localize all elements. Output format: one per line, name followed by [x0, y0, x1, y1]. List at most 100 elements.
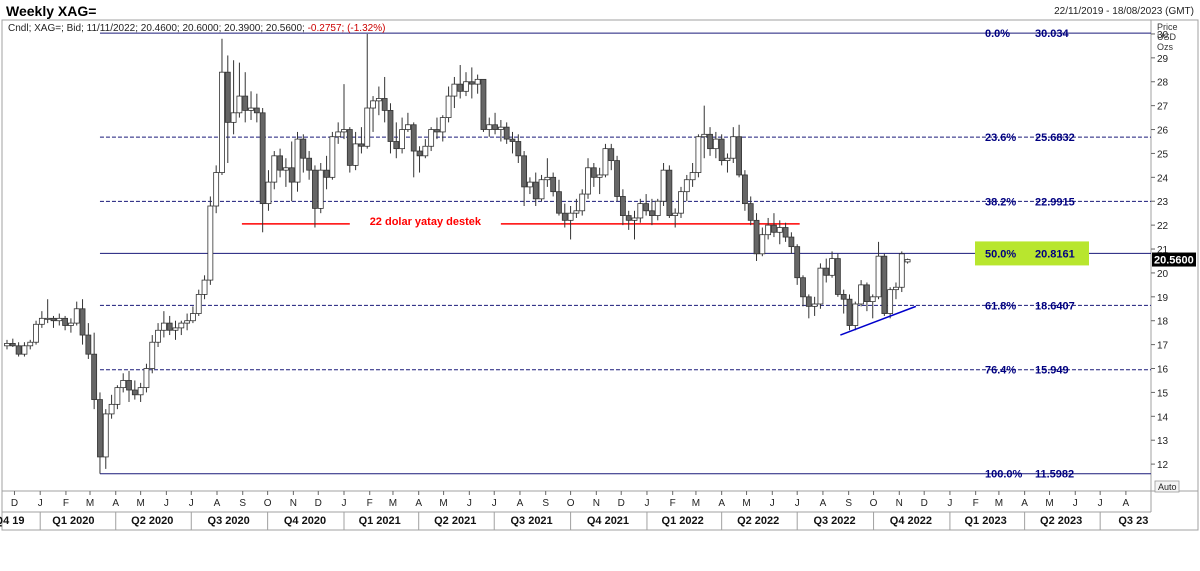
candle-21 [126, 370, 132, 402]
auto-scale-box[interactable] [1154, 480, 1180, 493]
candle-80 [468, 67, 475, 99]
candle-body [590, 167, 597, 178]
auto-scale-label: Auto [1158, 482, 1177, 492]
month-tick-41: M [1045, 498, 1053, 509]
candle-body [817, 267, 824, 305]
candle-body [683, 179, 690, 193]
candle-141 [823, 258, 830, 283]
candle-body [294, 138, 301, 183]
candle-49 [288, 141, 295, 202]
month-tick-18: J [467, 498, 472, 509]
month-tick-16: A [415, 498, 422, 509]
candle-134 [782, 222, 789, 242]
candle-71 [416, 146, 423, 173]
month-tick-21: S [542, 498, 549, 509]
candle-116 [678, 186, 684, 218]
candle-body [160, 322, 167, 331]
candle-body [637, 203, 644, 219]
candle-15 [91, 332, 98, 410]
candle-36 [213, 165, 220, 214]
candle-92 [538, 174, 545, 202]
price-tick-16: 16 [1157, 365, 1169, 376]
fibonacci-levels: 0.0% 30.034 23.6% 25.6832 38.2% 22.9915 50.0% 2… [99, 28, 1151, 481]
axis-unit-currency: USD [1157, 32, 1177, 42]
price-tick-19: 19 [1157, 293, 1169, 304]
candle-110 [643, 194, 650, 216]
candle-body [73, 308, 80, 324]
fib-pct-5: 76.4% [985, 365, 1016, 377]
candle-78 [457, 65, 464, 99]
month-tick-29: M [742, 498, 750, 509]
candle-69 [405, 112, 411, 132]
candle-108 [631, 210, 638, 240]
month-tick-37: J [947, 498, 952, 509]
candle-13 [79, 299, 86, 345]
candle-body [707, 133, 713, 150]
candle-body [765, 224, 772, 236]
candle-body [21, 345, 28, 355]
candle-145 [846, 294, 853, 331]
month-tick-8: A [214, 498, 221, 509]
month-tick-17: M [439, 498, 447, 509]
trendline [840, 305, 917, 336]
candle-body [550, 176, 557, 193]
price-tick-23: 23 [1157, 197, 1169, 208]
candle-112 [654, 198, 661, 221]
candle-129 [753, 213, 760, 261]
candle-body [399, 129, 405, 150]
candle-124 [724, 153, 731, 173]
candle-94 [550, 172, 557, 197]
fib-value-6: 11.5982 [1035, 469, 1074, 481]
candle-body [416, 150, 423, 157]
candle-140 [817, 263, 824, 309]
month-tick-42: J [1073, 498, 1078, 509]
candle-body [619, 196, 626, 216]
candle-body [689, 172, 696, 181]
candle-142 [829, 251, 835, 278]
candle-body [608, 148, 615, 162]
candle-body [666, 169, 673, 216]
quarter-tick-6: Q2 2021 [434, 515, 476, 527]
candle-6 [38, 311, 45, 328]
candle-body [463, 81, 469, 92]
candle-149 [869, 294, 876, 319]
candle-body [9, 343, 16, 347]
candle-51 [300, 134, 307, 173]
candle-4 [27, 339, 34, 350]
month-tick-43: J [1098, 498, 1103, 509]
fib-value-1: 25.6832 [1035, 132, 1075, 144]
candle-body [852, 303, 859, 326]
candle-66 [387, 103, 394, 154]
candle-body [190, 313, 196, 322]
candle-body [788, 236, 795, 248]
month-tick-19: J [492, 498, 497, 509]
quarter-tick-13: Q1 2023 [965, 515, 1007, 527]
candle-body [306, 157, 313, 171]
month-tick-5: M [136, 498, 144, 509]
price-tick-21: 21 [1157, 245, 1169, 256]
candle-114 [666, 165, 673, 218]
candle-16 [97, 392, 103, 474]
fib-value-2: 22.9915 [1035, 196, 1075, 208]
candle-2 [15, 342, 22, 357]
candle-body [195, 294, 202, 314]
price-tick-30: 30 [1157, 30, 1169, 41]
candle-133 [776, 220, 783, 245]
candle-100 [585, 158, 591, 199]
candle-85 [497, 119, 504, 142]
candle-98 [573, 198, 580, 218]
candle-body [335, 131, 342, 138]
price-tick-25: 25 [1157, 149, 1169, 160]
candle-body [474, 78, 481, 85]
price-tick-28: 28 [1157, 78, 1169, 89]
quarter-tick-7: Q3 2021 [510, 515, 552, 527]
date-range: 22/11/2019 - 18/08/2023 (GMT) [1054, 6, 1194, 17]
candle-body [829, 258, 835, 276]
candle-93 [544, 158, 551, 187]
candle-body [120, 380, 127, 389]
candle-body [428, 129, 435, 147]
axis-unit-price: Price [1157, 22, 1178, 32]
month-tick-14: F [367, 498, 373, 509]
quarter-tick-8: Q4 2021 [587, 515, 629, 527]
quarter-tick-1: Q1 2020 [52, 515, 94, 527]
